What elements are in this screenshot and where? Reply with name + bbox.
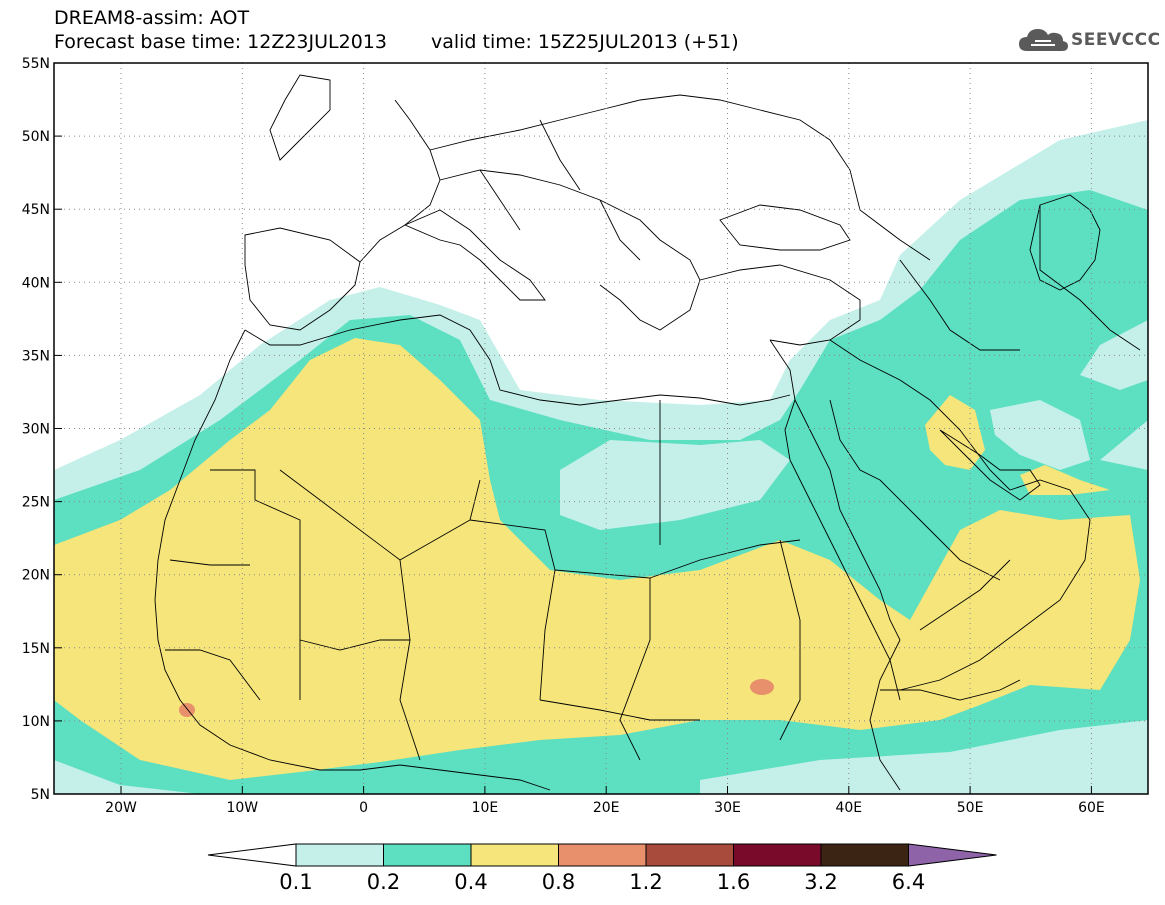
lat-label: 10N (22, 714, 50, 730)
lat-label: 40N (22, 275, 50, 291)
map-gridlines (54, 63, 1148, 794)
colorbar-label: 0.8 (542, 870, 575, 894)
lon-label: 0 (359, 800, 368, 816)
lon-label: 60E (1078, 800, 1105, 816)
lat-label: 55N (22, 56, 50, 72)
valid-time: valid time: 15Z25JUL2013 (+51) (430, 31, 739, 53)
time-line: Forecast base time: 12Z23JUL2013 valid ti… (54, 30, 739, 54)
cloud-icon (1019, 29, 1068, 51)
colorbar-segment (558, 843, 647, 867)
lat-label: 35N (22, 348, 50, 364)
lat-label: 30N (22, 422, 50, 438)
lat-label: 45N (22, 202, 50, 218)
lat-label: 20N (22, 568, 50, 584)
lon-label: 40E (835, 800, 862, 816)
colorbar-segment (820, 843, 909, 867)
aot-band-0.8-spot-west (179, 703, 195, 717)
lon-label: 30E (714, 800, 741, 816)
colorbar-segment (733, 843, 822, 867)
colorbar-label: 1.2 (629, 870, 662, 894)
lat-label: 5N (31, 787, 50, 803)
lat-label: 15N (22, 641, 50, 657)
lon-label: 10W (226, 800, 258, 816)
colorbar-segment (645, 843, 734, 867)
lon-label: 20E (593, 800, 620, 816)
aot-band-0.4 (54, 338, 1140, 780)
colorbar-segment (470, 843, 559, 867)
base-time: Forecast base time: 12Z23JUL2013 (54, 31, 387, 53)
lon-label: 20W (105, 800, 137, 816)
colorbar-right-arrow (908, 843, 997, 867)
colorbar-label: 3.2 (804, 870, 837, 894)
colorbar-label: 0.2 (367, 870, 400, 894)
aot-band-0.1-patch-east (990, 400, 1090, 470)
colorbar-label: 1.6 (717, 870, 750, 894)
aot-band-0.1-southeast (700, 720, 1148, 794)
aot-band-0.1-south (54, 760, 200, 794)
colorbar-label: 0.4 (454, 870, 487, 894)
lon-label: 50E (957, 800, 984, 816)
colorbar-label: 6.4 (892, 870, 925, 894)
aot-band-0.8-spot-sudan (750, 679, 774, 695)
figure-header: DREAM8-assim: AOT Forecast base time: 12… (54, 6, 739, 54)
aot-fields (54, 63, 1148, 794)
map-axes: 20W 10W 0 10E 20E 30E 40E 50E 60E 55N 50N 45N 40N 35N… (22, 56, 1105, 816)
coastlines (154, 74, 1141, 791)
lat-label: 50N (22, 129, 50, 145)
colorbar-label: 0.1 (279, 870, 312, 894)
logo-text: SEEVCCC (1071, 30, 1161, 50)
seevccc-logo: SEEVCCC (1017, 24, 1161, 56)
figure-title: DREAM8-assim: AOT (54, 7, 250, 29)
aot-band-0.4-gulf-2 (1020, 465, 1110, 495)
lat-label: 25N (22, 495, 50, 511)
lon-label: 10E (472, 800, 499, 816)
colorbar: 0.1 0.2 0.4 0.8 1.2 1.6 3.2 6.4 (207, 843, 997, 894)
colorbar-segment (295, 843, 384, 867)
aot-band-0.1-patch (560, 440, 790, 530)
colorbar-left-arrow (207, 843, 297, 867)
colorbar-segment (383, 843, 472, 867)
